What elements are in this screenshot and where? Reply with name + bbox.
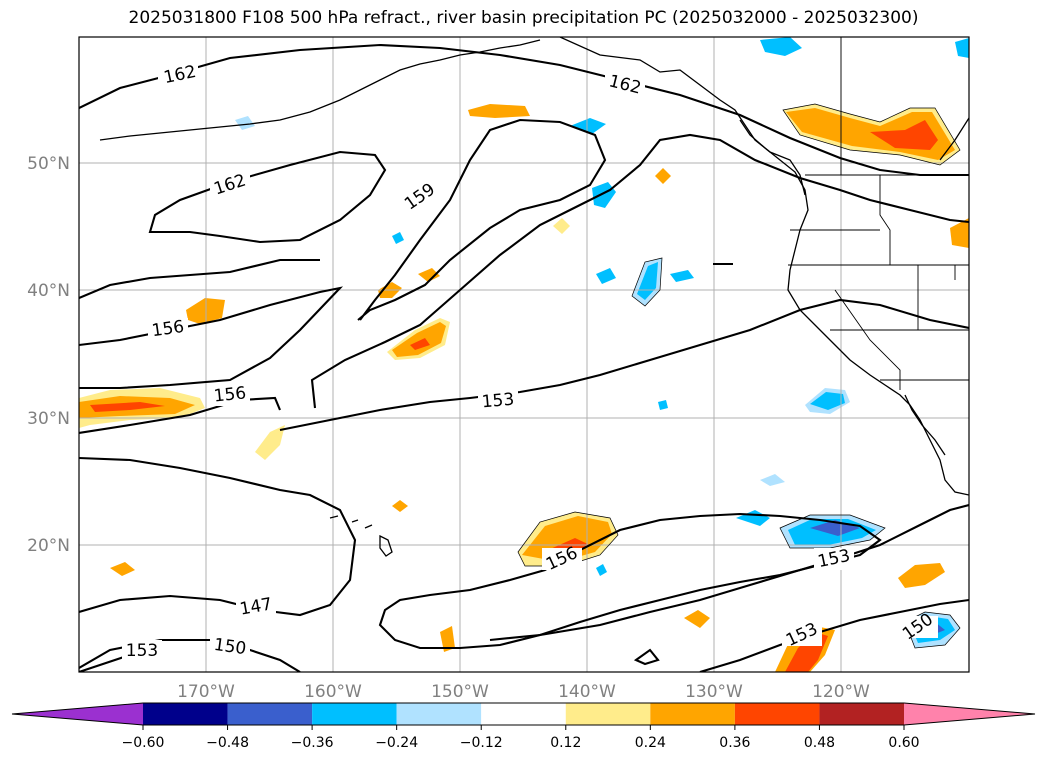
lon-label: 170°W <box>177 682 235 702</box>
anomaly-patch <box>255 425 285 460</box>
anomaly-patch <box>898 563 945 588</box>
lat-label: 50°N <box>27 154 70 174</box>
lat-label: 30°N <box>27 409 70 429</box>
map-frame <box>78 36 970 673</box>
anomaly-patch <box>950 218 969 248</box>
political-borders <box>788 37 969 390</box>
colorbar-segment <box>396 703 482 725</box>
anomaly-patch <box>392 500 408 512</box>
colorbar-tick-label: 0.60 <box>888 735 919 751</box>
contour-label: 159 <box>401 180 439 215</box>
anomaly-patch <box>570 118 606 134</box>
anomaly-patch <box>655 168 671 184</box>
contour-153-bottom <box>79 654 131 672</box>
colorbar-tick-label: −0.36 <box>291 735 334 751</box>
lon-label: 160°W <box>304 682 362 702</box>
colorbar-segment <box>481 703 566 725</box>
contour-label: 156 <box>213 383 247 406</box>
contour-labels: 162 162 162 159 156 156 153 156 153 147 … <box>122 62 938 662</box>
contour-label: 153 <box>481 390 515 413</box>
contour-156-mid <box>79 258 320 299</box>
aleutian-islands <box>99 39 541 141</box>
anomaly-patch <box>736 510 770 526</box>
anomaly-patch <box>955 38 969 58</box>
contour-162-closed <box>148 150 387 244</box>
colorbar-extend-max <box>904 703 1035 725</box>
contour-156-south <box>378 512 882 650</box>
baja-peninsula <box>904 394 946 456</box>
colorbar-segment <box>734 703 820 725</box>
anomaly-patch <box>410 338 430 350</box>
colorbar-extend-min <box>12 703 143 725</box>
colorbar-segment <box>227 703 313 725</box>
anomaly-patch <box>392 322 446 357</box>
lat-label: 20°N <box>27 536 70 556</box>
anomaly-patch <box>418 268 440 282</box>
contour-156-west <box>79 396 281 435</box>
map-title: 2025031800 F108 500 hPa refract., river … <box>128 8 919 28</box>
colorbar-segment <box>650 703 735 725</box>
lon-label: 120°W <box>812 682 870 702</box>
anomaly-patch <box>760 474 785 486</box>
latitude-labels: 50°N 40°N 30°N 20°N <box>27 154 70 556</box>
contour-stub <box>633 648 660 666</box>
colorbar-tick-label: 0.24 <box>635 735 666 751</box>
colorbar-segment <box>143 703 228 725</box>
anomaly-patch <box>235 116 255 130</box>
contour-147 <box>79 456 357 617</box>
contour-162-north <box>79 43 969 177</box>
colorbar-segment <box>312 703 397 725</box>
anomaly-patch <box>592 182 616 208</box>
contour-159 <box>357 118 607 321</box>
anomaly-patch <box>596 564 607 576</box>
colorbar-tick-label: −0.24 <box>375 735 418 751</box>
anomaly-patch <box>684 610 710 628</box>
contour-label: 153 <box>126 641 158 661</box>
anomaly-patch <box>810 392 845 410</box>
lon-label: 140°W <box>558 682 616 702</box>
lat-label: 40°N <box>27 281 70 301</box>
anomaly-patch <box>110 562 135 576</box>
colorbar-segment <box>819 703 904 725</box>
lon-label: 150°W <box>431 682 489 702</box>
contour-label: 156 <box>151 317 186 341</box>
longitude-labels: 170°W 160°W 150°W 140°W 130°W 120°W <box>177 682 870 702</box>
contour-150-southeast <box>699 598 969 672</box>
colorbar-segment <box>565 703 651 725</box>
anomaly-patch <box>553 218 570 234</box>
anomaly-patch <box>468 104 530 118</box>
anomaly-patch <box>760 37 802 56</box>
anomaly-patch <box>658 400 668 410</box>
refractivity-contours <box>79 43 969 672</box>
anomaly-patch <box>596 268 616 284</box>
contour-153-south <box>279 298 969 432</box>
contour-153-southeast <box>489 503 969 642</box>
anomaly-patch <box>870 120 938 150</box>
colorbar-tick-label: −0.60 <box>122 735 165 751</box>
lon-label: 130°W <box>685 682 743 702</box>
contour-label: 150 <box>213 635 248 659</box>
colorbar-tick-label: 0.48 <box>804 735 835 751</box>
contour-153 <box>310 133 969 409</box>
anomaly-patch <box>670 270 694 282</box>
anomaly-patch <box>440 626 455 652</box>
colorbar-tick-label: −0.48 <box>206 735 249 751</box>
alaska-coast <box>559 37 806 196</box>
us-west-coast <box>787 229 969 496</box>
gulf-coast-east <box>939 117 969 161</box>
gridlines <box>79 37 969 672</box>
hawaii-islands <box>329 515 393 557</box>
bc-coast <box>739 119 809 231</box>
anomaly-outlines <box>517 103 961 649</box>
anomaly-patch <box>90 402 165 412</box>
colorbar-tick-label: −0.12 <box>460 735 503 751</box>
colorbar-tick-label: 0.36 <box>719 735 750 751</box>
anomaly-patch <box>392 232 404 244</box>
colorbar-tick-label: 0.12 <box>550 735 581 751</box>
colorbar: −0.60 −0.48 −0.36 −0.24 −0.12 0.12 0.24 0.36 0.4… <box>11 702 1036 751</box>
contour-150 <box>79 638 301 672</box>
